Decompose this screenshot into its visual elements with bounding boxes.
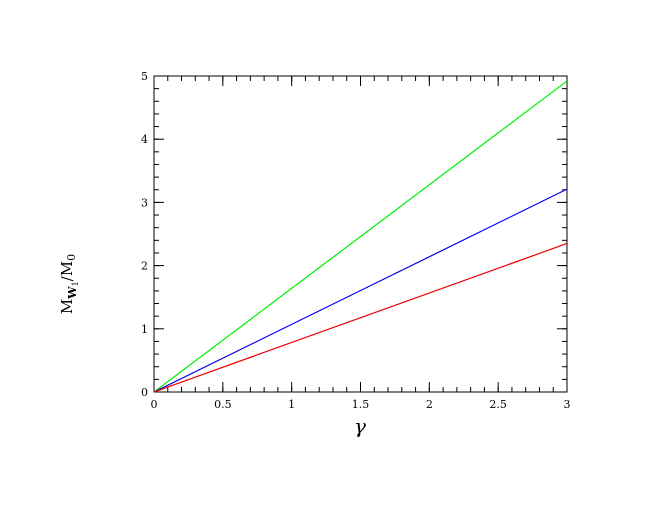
- y-axis-title-tail: /M: [58, 261, 76, 281]
- x-tick-label: 0: [151, 398, 158, 411]
- series-line-2: [153, 188, 568, 393]
- x-tick-label: 2: [426, 398, 433, 411]
- y-tick-label: 2: [141, 260, 148, 273]
- y-axis-title-main: M: [58, 299, 76, 314]
- y-axis-title: MW1/M0: [58, 254, 80, 314]
- series-line-3: [153, 242, 568, 393]
- y-axis-title-subsub: 1: [71, 281, 80, 286]
- x-tick-label: 1.5: [352, 398, 370, 411]
- series-lines: [153, 80, 568, 393]
- y-tick-label: 3: [141, 196, 148, 209]
- series-line-1: [153, 80, 568, 393]
- y-axis-title-tail-sub: 0: [65, 254, 78, 261]
- y-tick-label: 4: [141, 133, 148, 146]
- y-tick-label: 5: [141, 70, 148, 83]
- x-tick-label: 1: [288, 398, 295, 411]
- plot-frame: [153, 75, 568, 393]
- y-axis-title-sub: W: [66, 286, 79, 300]
- y-tick-label: 1: [141, 323, 148, 336]
- x-tick-label: 2.5: [489, 398, 507, 411]
- x-axis-title: γ: [354, 414, 366, 438]
- y-tick-labels: 0 1 2 3 4 5: [141, 70, 148, 399]
- x-tick-labels: 0 0.5 1 1.5 2 2.5 3: [151, 398, 571, 411]
- x-tick-label: 0.5: [214, 398, 232, 411]
- axis-ticks: [153, 75, 568, 393]
- y-tick-label: 0: [141, 386, 148, 399]
- x-tick-label: 3: [564, 398, 571, 411]
